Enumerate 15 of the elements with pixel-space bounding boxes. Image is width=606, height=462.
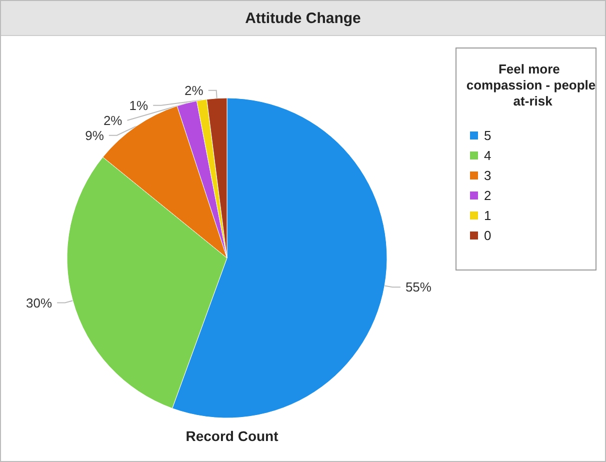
legend-label: 0 bbox=[484, 228, 492, 243]
data-label: 9% bbox=[85, 128, 104, 143]
data-label: 55% bbox=[405, 280, 432, 295]
legend-label: 1 bbox=[484, 208, 492, 223]
text: Record Count bbox=[186, 428, 279, 444]
legend-label: 5 bbox=[484, 128, 492, 143]
chart-title: Attitude Change bbox=[1, 1, 605, 36]
legend-label: 3 bbox=[484, 168, 492, 183]
data-label: 30% bbox=[26, 295, 53, 310]
data-label: 2% bbox=[103, 112, 123, 128]
data-label: 2% bbox=[184, 82, 204, 98]
legend-label: 4 bbox=[484, 148, 492, 163]
data-label: 1% bbox=[129, 98, 149, 113]
legend-title: Feel more compassion - people at-risk bbox=[466, 62, 596, 108]
legend-label: 2 bbox=[484, 188, 492, 203]
